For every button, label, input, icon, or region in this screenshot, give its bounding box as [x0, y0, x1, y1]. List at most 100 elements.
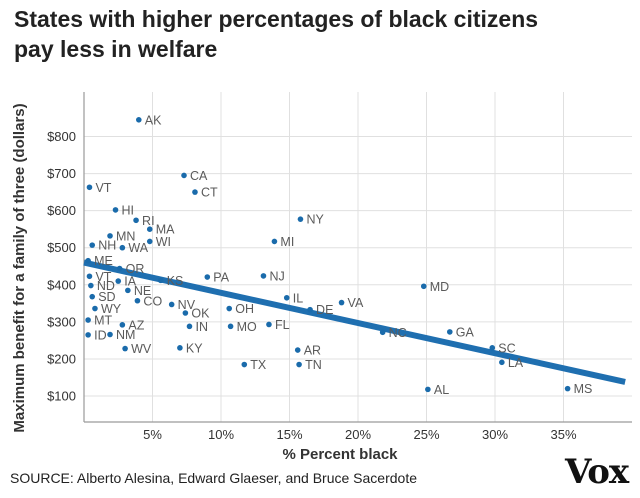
data-point: [88, 282, 94, 289]
data-point-label: WI: [156, 235, 171, 249]
x-tick-label: 15%: [276, 427, 302, 442]
data-point-label: CA: [190, 169, 208, 183]
y-tick-label: $500: [47, 240, 76, 255]
data-point-label: IA: [124, 275, 136, 289]
source-note: SOURCE: Alberto Alesina, Edward Glaeser,…: [10, 470, 417, 486]
data-point: [177, 345, 183, 351]
data-point: [182, 310, 189, 316]
data-point: [294, 347, 301, 353]
data-point: [260, 273, 267, 279]
data-point-label: MT: [94, 314, 112, 328]
data-point-label: NH: [98, 239, 116, 253]
data-point: [107, 233, 113, 239]
data-point-label: NM: [116, 328, 135, 342]
data-point: [146, 226, 153, 232]
data-point: [307, 306, 313, 313]
data-point: [85, 332, 91, 338]
data-point: [297, 216, 304, 222]
x-tick-label: 5%: [143, 427, 162, 442]
x-tick-label: 35%: [550, 427, 576, 442]
y-axis-label: Maximum benefit for a family of three (d…: [11, 103, 28, 432]
data-point: [168, 301, 175, 308]
x-tick-label: 10%: [208, 427, 234, 442]
data-point-label: DE: [316, 303, 333, 317]
data-point-label: OK: [191, 306, 210, 320]
data-point: [89, 293, 96, 300]
data-point: [181, 172, 187, 179]
data-point-label: MN: [116, 229, 135, 243]
data-point: [271, 238, 278, 245]
data-point: [85, 257, 91, 264]
data-point: [116, 265, 123, 272]
chart-title: States with higher percentages of black …: [14, 4, 624, 64]
data-point-label: TN: [305, 358, 322, 372]
data-point: [266, 321, 272, 328]
data-point-label: KS: [167, 274, 184, 288]
data-point: [115, 278, 122, 284]
data-point: [241, 361, 248, 368]
grid-layer: [84, 92, 632, 422]
data-point-label: VT: [95, 181, 111, 195]
data-point: [136, 117, 142, 123]
data-point-label: MI: [280, 235, 294, 249]
data-point: [92, 305, 98, 312]
data-point-label: NJ: [269, 269, 284, 283]
y-tick-label: $200: [47, 351, 76, 366]
data-point: [296, 361, 302, 368]
y-tick-label: $600: [47, 203, 76, 218]
data-point-label: MA: [156, 223, 175, 237]
data-point: [425, 386, 431, 393]
data-point: [446, 329, 453, 335]
data-point-label: KY: [186, 341, 203, 355]
data-point: [226, 305, 233, 312]
data-point-label: SC: [498, 341, 515, 355]
data-point: [186, 323, 193, 330]
data-point-label: ID: [94, 328, 107, 342]
data-point: [564, 385, 571, 392]
y-tick-label: $700: [47, 166, 76, 181]
data-point-label: PA: [213, 271, 229, 285]
data-point: [283, 294, 290, 301]
data-point-label: SD: [98, 290, 115, 304]
data-point-label: IN: [195, 320, 208, 334]
data-point-label: TX: [250, 358, 267, 372]
data-point-label: MD: [430, 280, 449, 294]
data-point-label: VT: [95, 270, 111, 284]
data-point-label: CO: [143, 294, 162, 308]
data-point-label: FL: [275, 318, 290, 332]
data-point: [86, 184, 93, 191]
data-point-label: LA: [508, 356, 524, 370]
data-point-label: VA: [348, 296, 364, 310]
data-point-label: ND: [97, 279, 115, 293]
data-point-label: AZ: [128, 318, 144, 332]
chart-title-line-1: States with higher percentages of black …: [14, 6, 539, 32]
data-point: [338, 299, 345, 306]
trend-line: [83, 259, 626, 385]
data-point: [420, 283, 427, 290]
data-point: [89, 242, 96, 248]
data-point-label: WY: [101, 302, 122, 316]
data-point-label: MS: [574, 382, 593, 396]
data-point-label: OH: [235, 302, 254, 316]
data-point: [227, 323, 234, 330]
data-point: [86, 273, 93, 280]
data-point-label: NY: [306, 213, 324, 227]
data-point-label: NV: [178, 298, 196, 312]
data-point: [489, 345, 496, 351]
trend-layer: [83, 259, 626, 385]
x-tick-label: 20%: [345, 427, 371, 442]
axis-layer: $100 $200 $300 $400 $500 $600 $700 $800 5% 10% 15%…: [47, 92, 632, 442]
data-point-label: AK: [145, 113, 162, 127]
data-point: [112, 207, 119, 213]
data-point-label: NE: [134, 284, 151, 298]
data-point: [119, 244, 126, 251]
data-point: [85, 317, 91, 323]
data-point: [146, 238, 153, 245]
data-point-label: CT: [201, 186, 218, 200]
data-point-label: AL: [434, 383, 449, 397]
chart-title-line-2: pay less in welfare: [14, 36, 218, 62]
data-point: [107, 331, 113, 338]
data-point-label: WA: [128, 241, 148, 255]
y-tick-label: $800: [47, 129, 76, 144]
